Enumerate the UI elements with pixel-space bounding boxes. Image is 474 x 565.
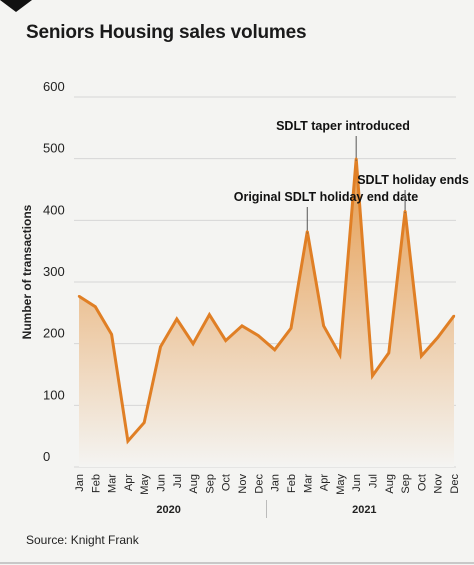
x-tick-label: Jan (74, 474, 86, 492)
data-point (420, 354, 423, 358)
x-tick-label: Apr (123, 474, 135, 491)
data-point (224, 339, 227, 342)
data-point (289, 327, 293, 330)
x-tick-label: Oct (416, 474, 428, 491)
data-point (77, 294, 81, 298)
data-point (403, 209, 407, 213)
x-tick-label: May (139, 474, 151, 495)
x-tick-label: Nov (237, 474, 249, 494)
data-point (436, 336, 439, 339)
data-point (240, 324, 244, 327)
x-tick-label: Aug (188, 474, 200, 494)
x-tick-label: Feb (90, 474, 102, 493)
x-tick-label: Jan (270, 474, 282, 492)
x-tick-label: Jul (172, 474, 184, 488)
data-point (257, 334, 260, 337)
y-axis-label: Number of transactions (20, 204, 34, 339)
x-tick-label: Mar (107, 474, 119, 493)
x-tick-label: Jun (351, 474, 363, 492)
data-point (371, 374, 374, 377)
data-point (452, 314, 456, 318)
data-point (273, 348, 276, 352)
y-tick-label: 600 (43, 79, 65, 94)
y-tick-label: 200 (43, 326, 65, 341)
x-tick-label: Oct (221, 474, 233, 491)
annotation-label: SDLT taper introduced (276, 119, 410, 133)
chart-title: Seniors Housing sales volumes (26, 22, 307, 43)
data-point (159, 345, 162, 348)
annotation-label: Original SDLT holiday end date (234, 190, 419, 204)
chart-area: 0 100 200 300 400 500 600 Original SDLT holida… (20, 79, 469, 518)
data-point (143, 421, 146, 424)
x-tick-label: Dec (449, 474, 461, 494)
x-tick-label: Jul (367, 474, 379, 488)
series-line (78, 158, 456, 445)
y-tick-label: 100 (43, 387, 65, 402)
x-tick-label: Apr (319, 474, 331, 491)
data-point (354, 157, 358, 160)
data-point (94, 305, 97, 308)
divider (0, 562, 474, 564)
y-tick-label: 500 (43, 141, 65, 156)
data-point (387, 351, 390, 355)
y-tick-label: 300 (43, 264, 65, 279)
data-point (126, 439, 130, 443)
x-tick-label: Dec (253, 474, 265, 494)
data-point (306, 230, 309, 233)
data-point (338, 353, 342, 356)
x-tick-label: Jun (156, 474, 168, 492)
x-tick-label: Sep (204, 474, 216, 494)
data-point (322, 324, 325, 327)
x-tick-label: Feb (286, 474, 298, 493)
y-tick-label: 0 (43, 449, 50, 464)
x-tick-label: Sep (400, 474, 412, 494)
x-tick-label: May (335, 474, 347, 495)
data-point (110, 333, 113, 336)
x-tick-label: Nov (433, 474, 445, 494)
x-tick-label: Mar (302, 474, 314, 493)
x-tick-label: Aug (384, 474, 396, 494)
source-note: Source: Knight Frank (26, 533, 139, 547)
data-point (175, 317, 179, 321)
series-area (79, 158, 454, 467)
year-label: 2021 (352, 504, 376, 516)
annotation-label: SDLT holiday ends (357, 173, 469, 187)
data-point (191, 342, 195, 345)
y-tick-label: 400 (43, 202, 65, 217)
header-marker (0, 0, 32, 12)
data-point (208, 313, 211, 316)
year-label: 2020 (156, 504, 180, 516)
